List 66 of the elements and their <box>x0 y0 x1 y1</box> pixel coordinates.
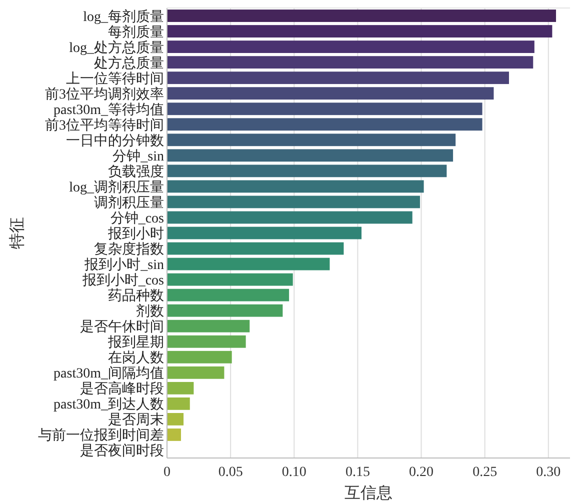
y-tick-label: 分钟_cos <box>110 210 164 226</box>
y-tick-label: 复杂度指数 <box>94 242 164 258</box>
y-axis-title: 特征 <box>8 217 26 249</box>
bar <box>167 320 250 332</box>
y-tick-label: 报到小时_sin <box>84 257 164 274</box>
y-tick-label: 上一位等待时间 <box>66 70 164 87</box>
y-tick-label: log_处方总质量 <box>69 40 164 56</box>
y-tick-label: 药品种数 <box>108 288 164 304</box>
x-tick-label: 0.30 <box>536 465 561 480</box>
bar <box>167 226 362 240</box>
x-tick-label: 0.15 <box>345 465 370 480</box>
x-tick-label: 0.25 <box>472 465 498 480</box>
y-tick-label: 在岗人数 <box>108 350 164 366</box>
y-tick-label: 分钟_sin <box>112 148 164 164</box>
bar <box>167 273 293 286</box>
bar <box>167 149 454 162</box>
y-tick-label: 报到小时_cos <box>81 272 164 289</box>
bar <box>167 350 232 364</box>
y-tick-label: 每剂质量 <box>108 24 164 40</box>
bar <box>167 134 456 146</box>
bar <box>167 397 190 410</box>
bar <box>167 288 290 302</box>
x-tick-label: 0 <box>164 465 170 480</box>
y-tick-label: 与前一位报到时间差 <box>38 428 164 444</box>
bar <box>167 335 246 348</box>
bar <box>167 196 420 208</box>
bar <box>167 164 447 178</box>
x-axis-title: 互信息 <box>344 484 392 502</box>
y-tick-label: past30m_到达人数 <box>54 396 164 413</box>
bar <box>167 258 330 270</box>
bar <box>167 382 194 394</box>
bar <box>167 56 534 69</box>
bar <box>167 428 181 441</box>
bar <box>167 102 482 116</box>
y-tick-label: 一日中的分钟数 <box>66 132 164 149</box>
y-tick-label: 负载强度 <box>108 164 164 180</box>
x-tick-label: 0.05 <box>218 465 243 480</box>
bar <box>167 40 534 53</box>
bar <box>167 366 224 379</box>
y-tick-label: log_调剂积压量 <box>69 179 164 196</box>
y-tick-label: 是否午休时间 <box>80 319 164 336</box>
y-tick-label: past30m_间隔均值 <box>54 366 164 382</box>
y-tick-label: past30m_等待均值 <box>54 102 164 118</box>
bar <box>167 87 494 100</box>
bar <box>167 118 482 131</box>
bar <box>167 413 184 426</box>
bar <box>167 304 283 317</box>
x-tick-label: 0.20 <box>409 465 434 480</box>
y-tick-label: 处方总质量 <box>94 55 164 72</box>
y-tick-label: 前3位平均等待时间 <box>45 117 164 134</box>
y-tick-label: 报到星期 <box>107 334 164 351</box>
y-tick-label: 是否高峰时段 <box>80 381 164 398</box>
bar <box>167 72 509 84</box>
y-tick-label: 前3位平均调剂效率 <box>45 86 164 102</box>
bar <box>167 180 424 193</box>
y-tick-label: 是否夜间时段 <box>80 443 164 460</box>
y-tick-label: 是否周末 <box>108 412 164 428</box>
bar <box>167 242 344 255</box>
y-tick-label: log_每剂质量 <box>83 8 164 25</box>
y-tick-label: 报到小时 <box>107 226 164 242</box>
y-tick-label: 调剂积压量 <box>94 194 164 211</box>
y-tick-label: 剂数 <box>136 304 164 320</box>
bar <box>167 25 552 38</box>
x-tick-label: 0.10 <box>282 465 306 480</box>
bar <box>167 10 556 22</box>
bar <box>167 211 412 224</box>
